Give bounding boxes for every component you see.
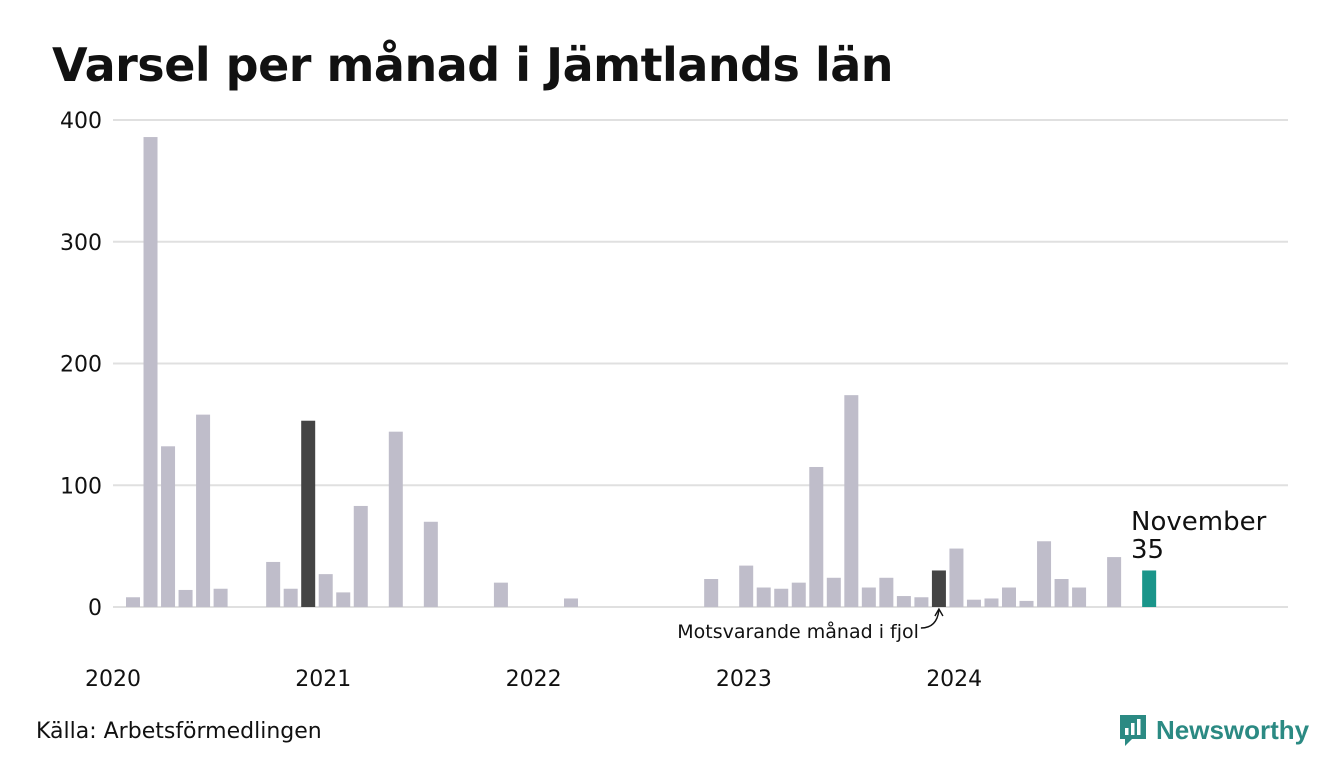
bar <box>318 574 333 607</box>
y-tick-label: 400 <box>60 109 102 134</box>
bar <box>1142 570 1157 607</box>
chat-bar-chart-icon <box>1120 715 1146 746</box>
bar <box>1002 587 1016 607</box>
bar <box>1072 587 1087 607</box>
current-month-label: November <box>1131 507 1267 537</box>
y-tick-label: 300 <box>60 231 102 256</box>
bar <box>283 588 298 607</box>
bar <box>896 596 911 607</box>
bar <box>879 577 894 607</box>
bar <box>984 598 999 607</box>
bar <box>931 570 946 607</box>
x-tick-label: 2020 <box>85 667 141 692</box>
current-value-label: 35 <box>1131 535 1164 565</box>
bar <box>1037 541 1052 607</box>
bar <box>266 561 281 607</box>
bar <box>1019 600 1034 607</box>
bar <box>914 597 929 607</box>
bar <box>493 582 508 607</box>
bar <box>353 505 368 607</box>
bar <box>756 587 771 607</box>
bar <box>966 599 981 607</box>
bar <box>301 420 316 607</box>
bar <box>1107 557 1122 607</box>
bar <box>423 521 438 607</box>
x-tick-label: 2024 <box>926 667 982 692</box>
bar <box>161 446 176 607</box>
bar <box>126 597 140 607</box>
bar <box>861 587 876 607</box>
y-tick-label: 200 <box>60 353 102 378</box>
bar <box>564 598 578 607</box>
bar <box>213 588 228 607</box>
annotation-arrowhead <box>934 607 944 617</box>
bar <box>949 548 964 607</box>
source-note: Källa: Arbetsförmedlingen <box>36 719 322 744</box>
x-tick-label: 2022 <box>506 667 562 692</box>
x-tick-label: 2023 <box>716 667 772 692</box>
annotation-arrow <box>920 609 940 629</box>
bar <box>774 588 789 607</box>
chart-title: Varsel per månad i Jämtlands län <box>52 38 894 92</box>
brand-name: Newsworthy <box>1156 714 1310 745</box>
bar <box>388 431 403 607</box>
bar <box>336 592 351 607</box>
bar <box>143 137 158 608</box>
y-tick-label: 100 <box>60 474 102 499</box>
bar <box>844 395 859 607</box>
bar <box>826 577 841 607</box>
bar <box>704 578 719 607</box>
brand-logo: Newsworthy <box>1118 713 1309 747</box>
x-tick-label: 2021 <box>295 667 351 692</box>
bar <box>809 466 824 607</box>
bar <box>196 414 211 607</box>
bar <box>178 589 193 607</box>
bar <box>739 565 754 607</box>
bar <box>791 582 806 607</box>
y-tick-label: 0 <box>88 596 102 621</box>
previous-year-label: Motsvarande månad i fjol <box>677 620 919 643</box>
bar <box>1054 578 1069 607</box>
